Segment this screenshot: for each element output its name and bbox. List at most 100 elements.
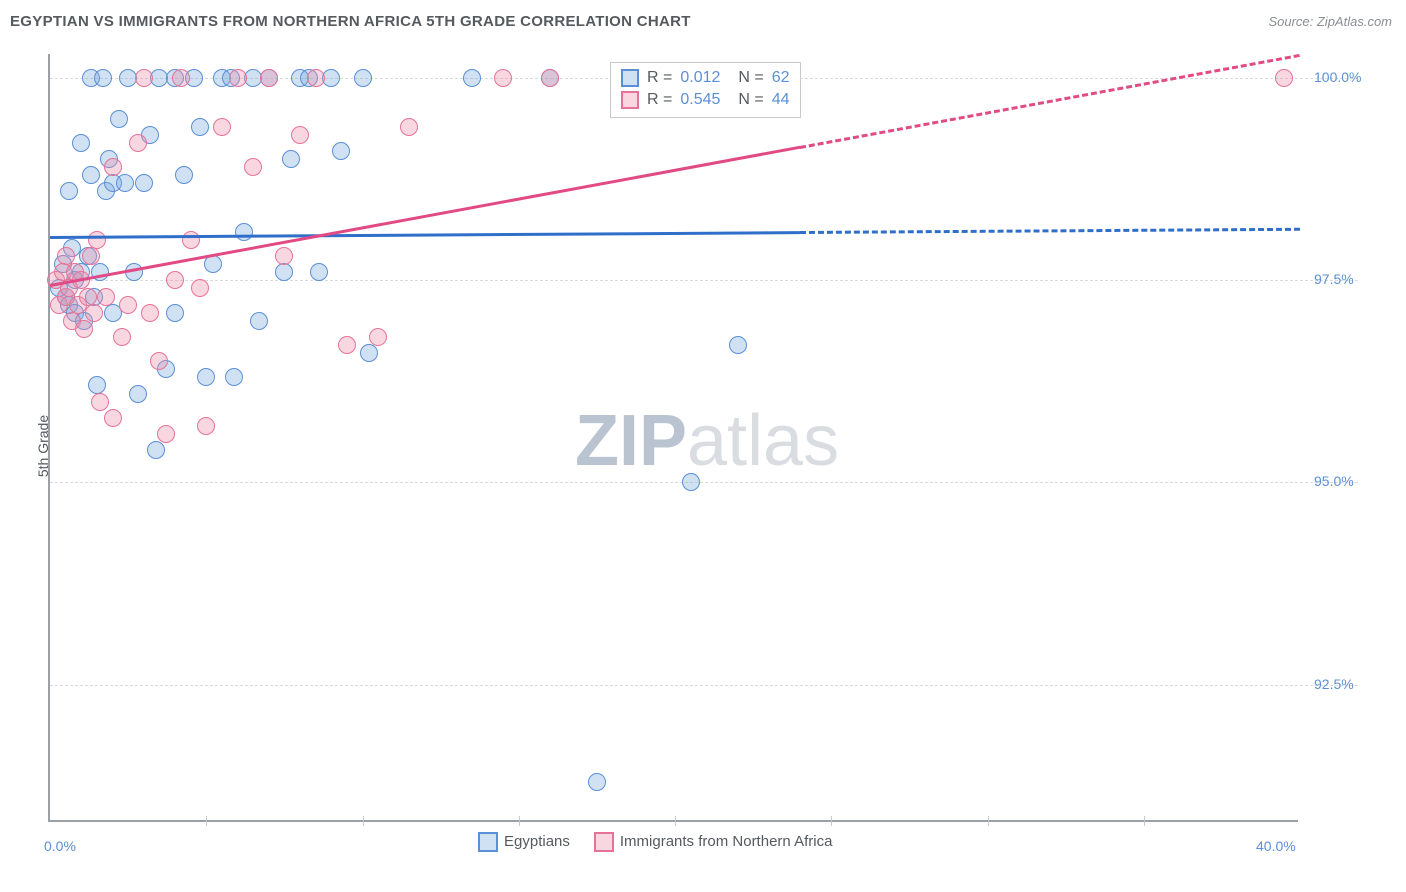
scatter-point — [682, 473, 700, 491]
scatter-point — [729, 336, 747, 354]
x-tick — [206, 816, 207, 826]
scatter-point — [104, 158, 122, 176]
scatter-point — [244, 158, 262, 176]
y-tick-label: 95.0% — [1314, 473, 1354, 489]
stat-r-value: 0.545 — [680, 89, 720, 111]
scatter-point — [147, 441, 165, 459]
scatter-point — [191, 118, 209, 136]
trend-line — [50, 231, 800, 239]
scatter-point — [191, 279, 209, 297]
scatter-point — [332, 142, 350, 160]
scatter-point — [213, 118, 231, 136]
stat-r-label: R = — [647, 67, 672, 89]
source-label: Source: ZipAtlas.com — [1268, 14, 1392, 29]
legend-item: Egyptians — [478, 832, 570, 852]
scatter-point — [150, 352, 168, 370]
scatter-point — [322, 69, 340, 87]
x-tick — [1144, 816, 1145, 826]
scatter-point — [166, 304, 184, 322]
x-tick — [831, 816, 832, 826]
stat-n-label: N = — [738, 89, 763, 111]
scatter-point — [541, 69, 559, 87]
scatter-point — [94, 69, 112, 87]
stat-n-label: N = — [738, 67, 763, 89]
y-tick-label: 92.5% — [1314, 676, 1354, 692]
scatter-point — [129, 385, 147, 403]
scatter-point — [57, 247, 75, 265]
scatter-point — [82, 247, 100, 265]
scatter-point — [110, 110, 128, 128]
scatter-point — [119, 296, 137, 314]
gridline-horizontal — [50, 280, 1358, 281]
scatter-point — [88, 231, 106, 249]
x-tick — [363, 816, 364, 826]
scatter-point — [291, 126, 309, 144]
legend-swatch — [478, 832, 498, 852]
legend-label: Immigrants from Northern Africa — [620, 833, 833, 850]
chart-title: EGYPTIAN VS IMMIGRANTS FROM NORTHERN AFR… — [10, 13, 691, 30]
scatter-point — [91, 393, 109, 411]
scatter-point — [104, 409, 122, 427]
scatter-point — [494, 69, 512, 87]
trend-line-dashed — [800, 228, 1300, 234]
y-tick-label: 97.5% — [1314, 271, 1354, 287]
stat-r-label: R = — [647, 89, 672, 111]
scatter-point — [282, 150, 300, 168]
stat-r-value: 0.012 — [680, 67, 720, 89]
x-tick — [988, 816, 989, 826]
scatter-point — [338, 336, 356, 354]
scatter-point — [75, 320, 93, 338]
scatter-point — [354, 69, 372, 87]
scatter-point — [166, 271, 184, 289]
scatter-point — [229, 69, 247, 87]
x-tick-label: 40.0% — [1256, 838, 1296, 854]
scatter-point — [141, 304, 159, 322]
scatter-point — [463, 69, 481, 87]
plot-area: ZIPatlas R = 0.012 N = 62 R = 0.545 N = 44 — [48, 54, 1298, 822]
watermark-atlas: atlas — [687, 401, 839, 481]
scatter-point — [197, 368, 215, 386]
scatter-point — [197, 417, 215, 435]
scatter-point — [82, 166, 100, 184]
scatter-point — [260, 69, 278, 87]
scatter-point — [113, 328, 131, 346]
scatter-point — [250, 312, 268, 330]
watermark-zip: ZIP — [575, 401, 687, 481]
scatter-point — [275, 247, 293, 265]
scatter-point — [85, 304, 103, 322]
stat-n-value: 44 — [772, 89, 790, 111]
x-tick — [519, 816, 520, 826]
scatter-point — [175, 166, 193, 184]
legend-swatch — [594, 832, 614, 852]
legend-swatch — [621, 91, 639, 109]
gridline-horizontal — [50, 685, 1358, 686]
scatter-point — [310, 263, 328, 281]
bottom-legend: Egyptians Immigrants from Northern Africa — [478, 832, 832, 852]
trend-line-dashed — [800, 54, 1301, 149]
scatter-point — [275, 263, 293, 281]
scatter-point — [360, 344, 378, 362]
y-tick-label: 100.0% — [1314, 69, 1361, 85]
scatter-point — [369, 328, 387, 346]
scatter-point — [88, 376, 106, 394]
scatter-point — [72, 134, 90, 152]
scatter-point — [235, 223, 253, 241]
stat-n-value: 62 — [772, 67, 790, 89]
scatter-point — [135, 69, 153, 87]
scatter-point — [588, 773, 606, 791]
gridline-horizontal — [50, 482, 1358, 483]
scatter-point — [307, 69, 325, 87]
stats-box: R = 0.012 N = 62 R = 0.545 N = 44 — [610, 62, 801, 118]
stats-row: R = 0.545 N = 44 — [621, 89, 790, 111]
scatter-point — [1275, 69, 1293, 87]
trend-line — [50, 146, 801, 287]
x-tick-label: 0.0% — [44, 838, 76, 854]
scatter-point — [129, 134, 147, 152]
scatter-point — [172, 69, 190, 87]
scatter-point — [157, 425, 175, 443]
x-tick — [675, 816, 676, 826]
legend-label: Egyptians — [504, 833, 570, 850]
stats-row: R = 0.012 N = 62 — [621, 67, 790, 89]
legend-item: Immigrants from Northern Africa — [594, 832, 833, 852]
scatter-point — [135, 174, 153, 192]
